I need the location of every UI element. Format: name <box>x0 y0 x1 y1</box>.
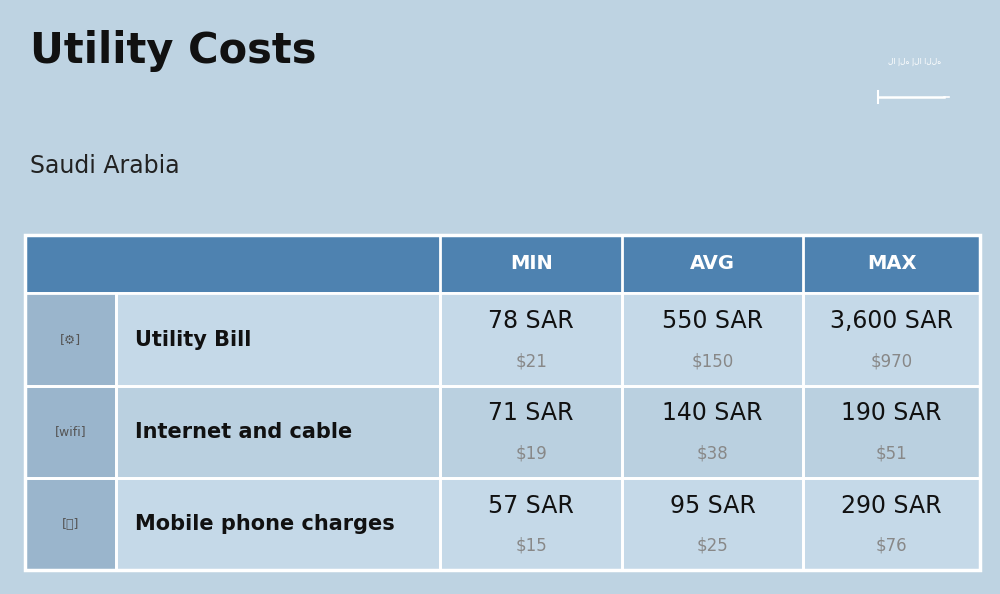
Text: $38: $38 <box>697 445 728 463</box>
Text: $25: $25 <box>697 537 728 555</box>
Text: 95 SAR: 95 SAR <box>670 494 756 517</box>
FancyBboxPatch shape <box>25 386 116 478</box>
Text: $19: $19 <box>515 445 547 463</box>
FancyBboxPatch shape <box>25 235 980 293</box>
Text: MIN: MIN <box>510 254 553 273</box>
FancyBboxPatch shape <box>622 293 803 386</box>
Text: MAX: MAX <box>867 254 916 273</box>
Text: 140 SAR: 140 SAR <box>662 402 763 425</box>
FancyBboxPatch shape <box>440 478 622 570</box>
Text: 57 SAR: 57 SAR <box>488 494 574 517</box>
Text: 550 SAR: 550 SAR <box>662 309 763 333</box>
FancyBboxPatch shape <box>440 386 622 478</box>
FancyBboxPatch shape <box>25 478 116 570</box>
Text: Mobile phone charges: Mobile phone charges <box>135 514 395 534</box>
Text: 3,600 SAR: 3,600 SAR <box>830 309 953 333</box>
FancyBboxPatch shape <box>116 293 440 386</box>
FancyBboxPatch shape <box>25 293 116 386</box>
Text: $21: $21 <box>515 352 547 370</box>
Text: AVG: AVG <box>690 254 735 273</box>
FancyBboxPatch shape <box>440 293 622 386</box>
FancyBboxPatch shape <box>116 478 440 570</box>
Text: $51: $51 <box>876 445 908 463</box>
Text: Utility Costs: Utility Costs <box>30 30 316 72</box>
Text: 78 SAR: 78 SAR <box>488 309 574 333</box>
Text: [wifi]: [wifi] <box>55 425 86 438</box>
Text: [📱]: [📱] <box>62 517 79 530</box>
Text: Saudi Arabia: Saudi Arabia <box>30 154 180 178</box>
FancyBboxPatch shape <box>803 386 980 478</box>
Text: 71 SAR: 71 SAR <box>488 402 574 425</box>
Text: $76: $76 <box>876 537 907 555</box>
Text: 290 SAR: 290 SAR <box>841 494 942 517</box>
Text: 190 SAR: 190 SAR <box>841 402 942 425</box>
Text: لا إله إلا الله: لا إله إلا الله <box>888 56 941 65</box>
FancyBboxPatch shape <box>116 386 440 478</box>
FancyBboxPatch shape <box>803 293 980 386</box>
Text: Internet and cable: Internet and cable <box>135 422 352 442</box>
Text: [⚙]: [⚙] <box>60 333 81 346</box>
FancyBboxPatch shape <box>622 386 803 478</box>
Text: $15: $15 <box>515 537 547 555</box>
FancyBboxPatch shape <box>622 478 803 570</box>
Text: $150: $150 <box>691 352 734 370</box>
FancyBboxPatch shape <box>803 478 980 570</box>
Text: $970: $970 <box>871 352 913 370</box>
Text: Utility Bill: Utility Bill <box>135 330 251 349</box>
